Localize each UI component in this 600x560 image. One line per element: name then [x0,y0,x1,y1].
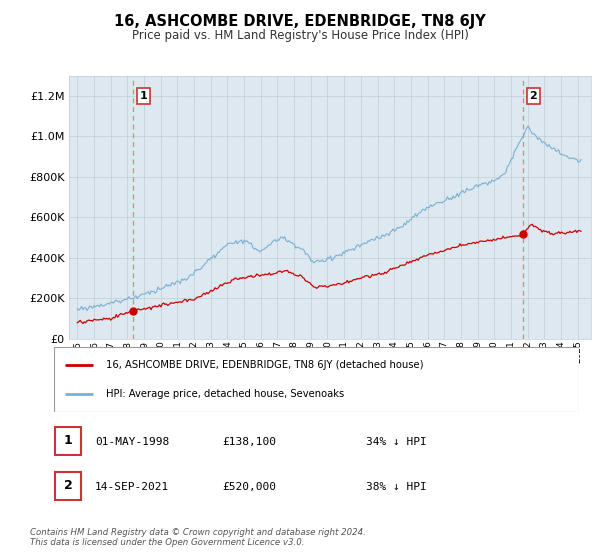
Text: Price paid vs. HM Land Registry's House Price Index (HPI): Price paid vs. HM Land Registry's House … [131,29,469,42]
Text: Contains HM Land Registry data © Crown copyright and database right 2024.
This d: Contains HM Land Registry data © Crown c… [30,528,366,547]
Text: 16, ASHCOMBE DRIVE, EDENBRIDGE, TN8 6JY (detached house): 16, ASHCOMBE DRIVE, EDENBRIDGE, TN8 6JY … [107,360,424,370]
Text: 14-SEP-2021: 14-SEP-2021 [95,482,169,492]
Text: 2: 2 [529,91,537,101]
Text: £138,100: £138,100 [222,437,276,447]
Text: 1: 1 [64,435,73,447]
Text: 1: 1 [140,91,147,101]
Text: 2: 2 [64,479,73,492]
Text: 16, ASHCOMBE DRIVE, EDENBRIDGE, TN8 6JY: 16, ASHCOMBE DRIVE, EDENBRIDGE, TN8 6JY [114,14,486,29]
Text: HPI: Average price, detached house, Sevenoaks: HPI: Average price, detached house, Seve… [107,389,345,399]
Text: 38% ↓ HPI: 38% ↓ HPI [366,482,427,492]
Text: 34% ↓ HPI: 34% ↓ HPI [366,437,427,447]
Text: £520,000: £520,000 [222,482,276,492]
Text: 01-MAY-1998: 01-MAY-1998 [95,437,169,447]
